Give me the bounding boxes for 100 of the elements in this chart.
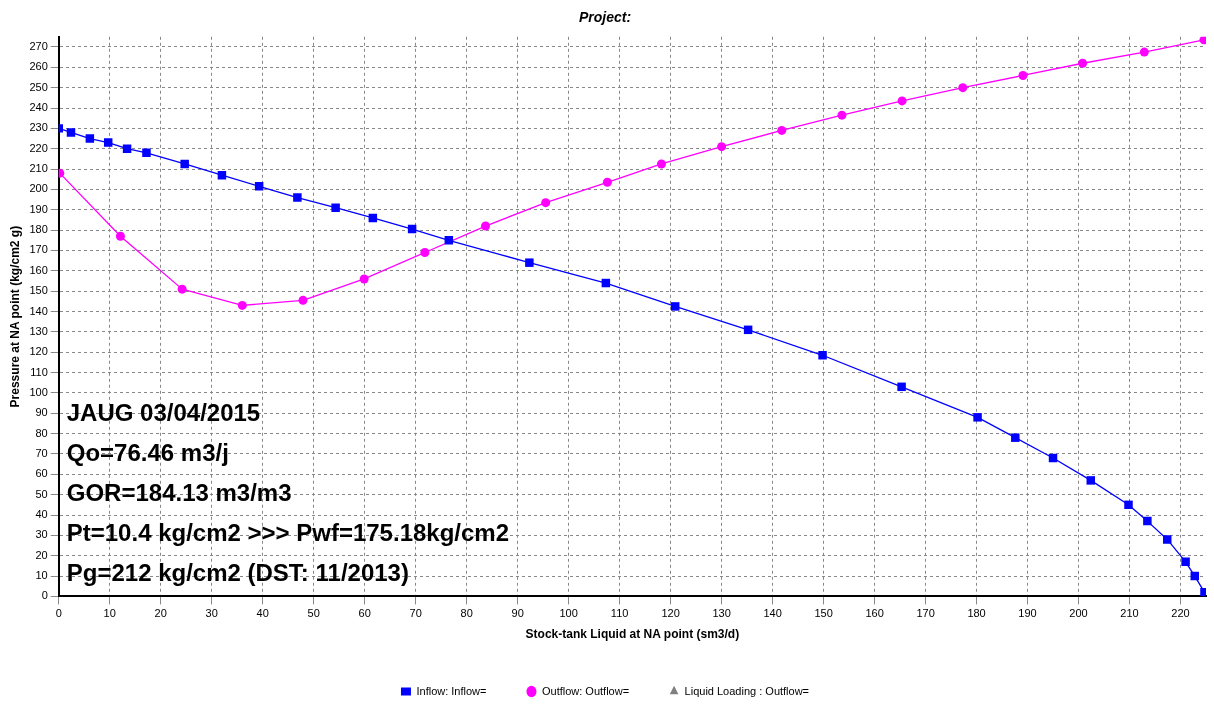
x-tick-label: 120 xyxy=(661,607,680,620)
chart-title: Project: xyxy=(578,9,632,26)
point xyxy=(142,148,151,158)
point xyxy=(1124,500,1133,510)
y-tick-label: 40 xyxy=(35,508,48,521)
y-tick-label: 70 xyxy=(35,446,48,459)
x-tick-label: 40 xyxy=(256,607,269,620)
y-tick-label: 20 xyxy=(35,548,48,561)
point xyxy=(254,182,264,191)
y-tick-label: 90 xyxy=(35,406,48,419)
annotation: Pg=212 kg/cm2 (DST: 11/2013) xyxy=(66,559,409,587)
x-tick-label: 150 xyxy=(814,607,833,620)
legend-label: Inflow: Inflow= xyxy=(416,684,487,697)
point xyxy=(973,413,982,422)
x-tick-label: 0 xyxy=(55,607,62,620)
point xyxy=(602,177,612,187)
x-tick-label: 200 xyxy=(1069,607,1088,620)
point xyxy=(420,248,430,257)
y-tick-label: 220 xyxy=(29,141,48,154)
point xyxy=(115,231,125,241)
point xyxy=(180,159,189,169)
point xyxy=(837,110,847,120)
x-tick-label: 50 xyxy=(307,607,320,620)
y-tick-label: 30 xyxy=(35,528,48,541)
y-tick-label: 130 xyxy=(29,324,48,337)
x-axis-title: Stock-tank Liquid at NA point (sm3/d) xyxy=(525,627,740,642)
y-tick-label: 180 xyxy=(29,223,48,236)
y-tick-label: 50 xyxy=(35,487,48,500)
annotation: Pt=10.4 kg/cm2 >>> Pwf=175.18kg/cm2 xyxy=(66,519,510,547)
x-tick-label: 10 xyxy=(103,607,116,620)
y-tick-label: 200 xyxy=(29,182,48,195)
point xyxy=(670,302,680,311)
x-tick-label: 30 xyxy=(205,607,218,620)
x-tick-label: 190 xyxy=(1018,607,1037,620)
y-tick-label: 210 xyxy=(29,162,48,175)
x-tick-label: 110 xyxy=(610,607,629,620)
annotation: GOR=184.13 m3/m3 xyxy=(66,479,292,507)
y-tick-label: 120 xyxy=(29,345,48,358)
point xyxy=(122,144,132,153)
y-tick-label: 170 xyxy=(29,243,48,256)
point xyxy=(1181,557,1190,567)
point xyxy=(1086,476,1096,485)
point xyxy=(481,221,491,231)
legend-label: Outflow: Outflow= xyxy=(541,684,630,697)
x-tick-label: 80 xyxy=(460,607,473,620)
x-tick-label: 140 xyxy=(763,607,782,620)
point xyxy=(103,138,113,147)
point xyxy=(717,142,727,152)
point xyxy=(897,382,906,392)
y-tick-label: 140 xyxy=(29,304,48,317)
point xyxy=(897,96,907,106)
y-tick-label: 240 xyxy=(29,101,48,114)
x-tick-label: 20 xyxy=(154,607,167,620)
point xyxy=(298,295,308,305)
x-tick-label: 100 xyxy=(559,607,578,620)
legend-label: Liquid Loading : Outflow= xyxy=(684,684,810,697)
x-tick-label: 130 xyxy=(712,607,731,620)
x-tick-label: 160 xyxy=(865,607,884,620)
annotation: Qo=76.46 m3/j xyxy=(66,439,229,467)
y-tick-label: 60 xyxy=(35,467,48,480)
y-tick-label: 260 xyxy=(29,60,48,73)
point xyxy=(818,351,827,360)
point xyxy=(331,203,340,212)
point xyxy=(1078,58,1088,68)
point xyxy=(525,258,534,267)
y-tick-label: 110 xyxy=(30,365,48,378)
point xyxy=(85,134,95,143)
point xyxy=(958,83,968,93)
y-axis-title: Pressure at NA point (kg/cm2 g) xyxy=(7,225,22,408)
point xyxy=(293,193,302,202)
x-tick-label: 180 xyxy=(967,607,986,620)
annotation: JAUG 03/04/2015 xyxy=(66,399,261,427)
y-tick-label: 230 xyxy=(29,121,48,134)
point xyxy=(1163,535,1172,544)
point xyxy=(66,128,76,137)
point xyxy=(777,125,787,135)
y-tick-label: 250 xyxy=(29,80,48,93)
x-tick-label: 90 xyxy=(511,607,524,620)
x-tick-label: 220 xyxy=(1171,607,1190,620)
point xyxy=(359,274,369,284)
y-tick-label: 150 xyxy=(29,284,48,297)
point xyxy=(1011,433,1020,442)
x-tick-label: 170 xyxy=(916,607,935,620)
point xyxy=(1139,47,1149,57)
x-tick-label: 70 xyxy=(409,607,422,620)
point xyxy=(444,236,454,245)
point xyxy=(656,159,666,169)
y-tick-label: 270 xyxy=(29,40,48,53)
y-tick-label: 100 xyxy=(29,385,48,398)
x-tick-label: 60 xyxy=(358,607,371,620)
y-tick-label: 160 xyxy=(29,263,48,276)
point xyxy=(237,300,247,310)
point xyxy=(177,284,187,294)
point xyxy=(1018,70,1028,80)
y-tick-label: 0 xyxy=(41,589,48,602)
y-tick-label: 80 xyxy=(35,426,48,439)
y-tick-label: 10 xyxy=(35,569,48,582)
x-tick-label: 210 xyxy=(1120,607,1139,620)
y-tick-label: 190 xyxy=(29,202,48,215)
point xyxy=(541,198,551,208)
